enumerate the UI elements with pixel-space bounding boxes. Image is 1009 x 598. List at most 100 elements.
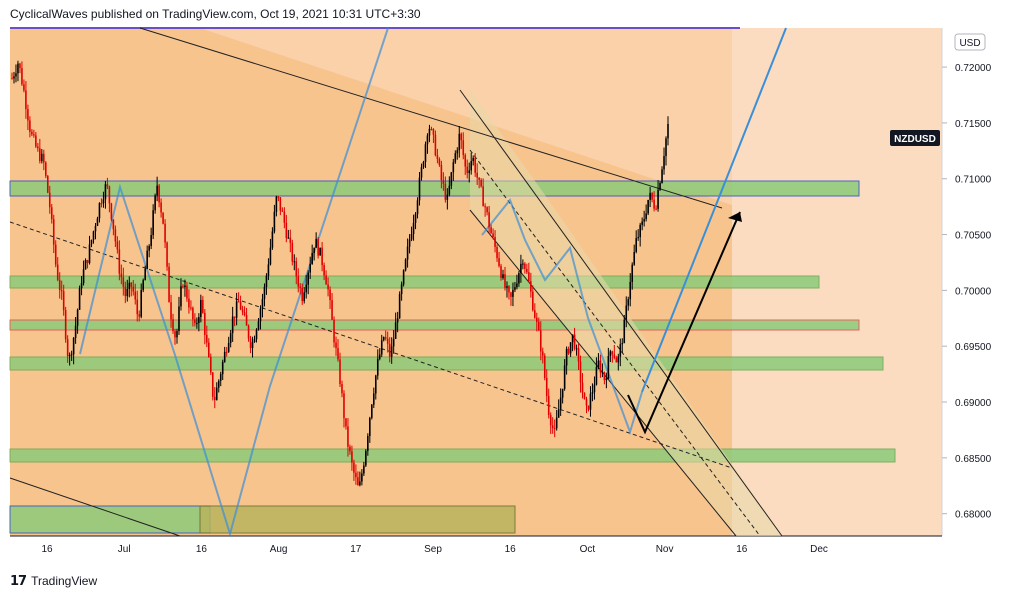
price-tick-label: 0.69000 (955, 398, 992, 409)
time-axis-panel (0, 537, 1009, 566)
candle-body (164, 223, 166, 243)
candle-body (530, 281, 532, 292)
candle-body (577, 348, 580, 362)
candle-body (315, 238, 317, 248)
candle-body (653, 199, 655, 209)
candle-body (154, 195, 156, 211)
candle-body (655, 208, 657, 210)
candle-body (15, 73, 17, 77)
candle-body (605, 378, 608, 381)
candle-body (420, 167, 423, 178)
candle-body (311, 253, 313, 264)
tradingview-logo[interactable]: 17 TradingView (10, 573, 97, 589)
candle-body (331, 300, 333, 320)
candle-body (595, 366, 598, 385)
candle-body (561, 388, 564, 398)
candle-body (591, 392, 594, 394)
candle-body (549, 414, 552, 426)
candle-body (35, 135, 37, 147)
candle-body (621, 343, 624, 345)
candle-body (432, 128, 435, 135)
candle-body (96, 218, 99, 226)
tradingview-logo-icon: 17 (10, 573, 27, 589)
candle-body (110, 203, 113, 220)
candle-body (384, 337, 387, 339)
candle-body (663, 156, 665, 170)
candle-body (466, 166, 469, 174)
candle-body (204, 312, 206, 335)
currency-badge[interactable] (954, 33, 986, 51)
candle-body (21, 68, 23, 85)
candle-body (74, 325, 77, 338)
candle-body (285, 222, 288, 238)
candle-body (623, 319, 626, 344)
candle-body (460, 133, 463, 141)
candle-body (522, 263, 524, 265)
candle-body (287, 237, 290, 239)
candle-body (68, 355, 71, 357)
candle-body (54, 244, 57, 265)
candle-body (84, 260, 87, 270)
candle-body (257, 321, 260, 330)
candle-body (633, 251, 636, 265)
candle-body (269, 247, 272, 265)
candle-body (80, 283, 83, 289)
candle-body (291, 242, 294, 262)
candle-body (422, 162, 425, 168)
candle-body (490, 227, 492, 234)
candle-body (213, 396, 216, 401)
candle-body (661, 169, 663, 183)
candle-body (227, 343, 230, 352)
candle-body (43, 153, 45, 163)
candle-body (253, 339, 256, 343)
candle-body (593, 384, 596, 393)
candle-body (376, 358, 379, 376)
time-tick-label: Nov (656, 544, 674, 555)
blue-wave-channel (481, 198, 643, 436)
candle-body (88, 244, 91, 264)
candle-body (64, 310, 67, 340)
candle-body (92, 231, 95, 241)
candle-body (649, 192, 651, 200)
candle-body (448, 185, 451, 195)
candle-body (17, 63, 19, 74)
candle-body (563, 365, 566, 389)
candle-body (90, 240, 93, 245)
candle-body (486, 207, 488, 213)
candle-body (357, 477, 359, 486)
descending-trendline (139, 27, 723, 209)
candle-body (388, 343, 391, 357)
candle-body (365, 450, 367, 466)
time-axis[interactable]: 16 Jul 16 Aug 17 Sep 16 Oct Nov 16 Dec (41, 544, 827, 555)
candle-body (82, 269, 85, 284)
candle-body (319, 247, 321, 256)
time-tick-label: 16 (505, 544, 517, 555)
candle-body (48, 192, 51, 208)
price-chart[interactable]: 0.72000 0.71500 0.71000 0.70500 0.70000 0.695… (0, 0, 1009, 566)
candle-body (430, 128, 433, 130)
candle-body (424, 144, 427, 163)
candle-body (349, 446, 351, 452)
candle-body (309, 263, 311, 273)
price-axis[interactable]: 0.72000 0.71500 0.71000 0.70500 0.70000 0.695… (942, 63, 992, 521)
price-tick-label: 0.68000 (955, 510, 992, 521)
publish-attribution: CyclicalWaves published on TradingView.c… (10, 7, 421, 21)
candle-body (452, 162, 455, 173)
candle-body (70, 354, 73, 356)
time-tick-label: Aug (270, 544, 288, 555)
candle-body (464, 155, 467, 167)
price-tick-label: 0.72000 (955, 63, 992, 74)
candle-body (476, 172, 478, 178)
candle-body (442, 180, 445, 184)
candle-body (526, 268, 528, 273)
candle-body (144, 268, 146, 281)
candle-body (386, 338, 389, 344)
candle-body (400, 284, 403, 295)
candle-body (480, 179, 482, 187)
candle-body (249, 338, 252, 349)
candle-body (116, 241, 119, 250)
candle-body (176, 331, 178, 338)
candle-body (520, 263, 522, 274)
candle-body (100, 203, 103, 205)
candle-body (641, 221, 643, 225)
